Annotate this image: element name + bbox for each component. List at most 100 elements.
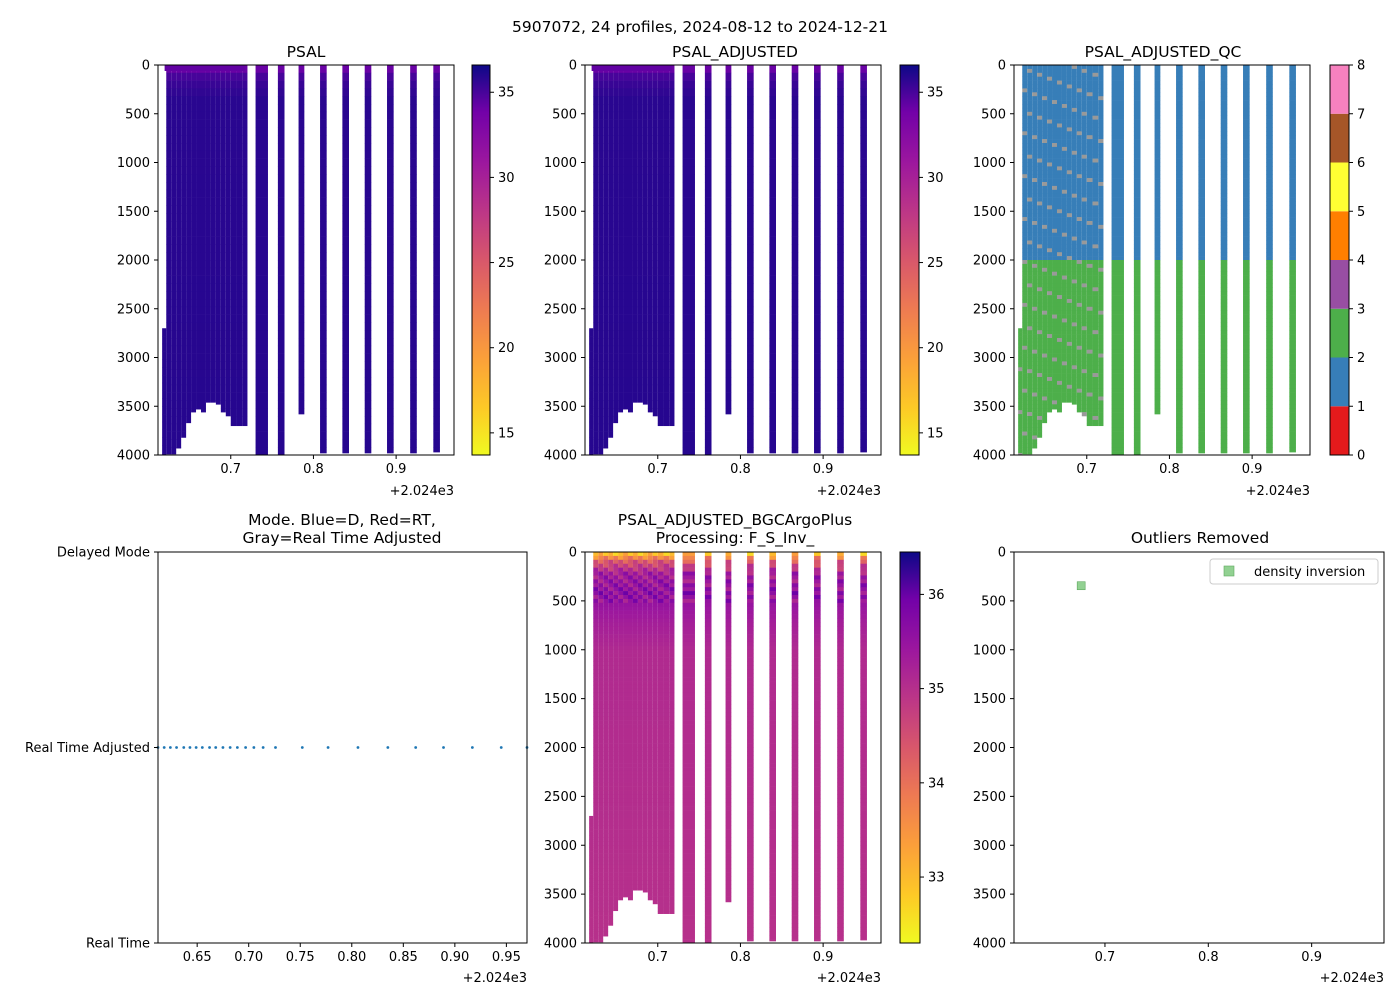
heatmap-cell: [1047, 185, 1053, 191]
heatmap-cell: [598, 236, 604, 245]
heatmap-cell: [1086, 88, 1093, 93]
heatmap-cell: [1056, 252, 1062, 257]
heatmap-cell: [242, 369, 248, 378]
heatmap-cell: [1081, 408, 1087, 413]
heatmap-cell: [593, 72, 599, 81]
heatmap-cell: [242, 174, 248, 183]
heatmap-cell: [593, 423, 599, 432]
heatmap-cell: [632, 150, 638, 159]
heatmap-cell: [704, 330, 712, 339]
heatmap-cell: [1154, 357, 1161, 362]
heatmap-cell: [1220, 228, 1228, 233]
heatmap-cell: [1289, 341, 1296, 347]
heatmap-cell: [1198, 388, 1205, 393]
colorbar-tick-label: 7: [1357, 107, 1365, 122]
heatmap-cell: [613, 221, 619, 230]
heatmap-cell: [1176, 96, 1183, 101]
heatmap-cell: [230, 80, 237, 89]
heatmap-cell: [1027, 408, 1033, 413]
heatmap-cell: [200, 166, 206, 175]
heatmap-cell: [200, 338, 206, 347]
heatmap-cell: [618, 119, 624, 128]
heatmap-cell: [1022, 380, 1028, 386]
heatmap-cell: [1076, 353, 1082, 358]
heatmap-cell: [657, 353, 664, 362]
heatmap-cell: [860, 408, 867, 417]
heatmap-cell: [166, 252, 172, 261]
heatmap-cell: [1220, 283, 1228, 288]
heatmap-cell: [814, 143, 821, 152]
heatmap-cell: [225, 236, 231, 245]
heatmap-cell: [387, 236, 394, 245]
heatmap-cell: [1111, 271, 1124, 276]
heatmap-cell: [196, 127, 201, 136]
heatmap-cell: [632, 80, 638, 89]
heatmap-cell: [1176, 400, 1183, 405]
heatmap-cell: [647, 205, 653, 214]
heatmap-cell: [364, 72, 372, 81]
heatmap-cell: [205, 174, 211, 183]
heatmap-cell: [663, 423, 670, 427]
heatmap-cell: [652, 314, 658, 323]
heatmap-cell: [1032, 404, 1038, 409]
heatmap-cell: [200, 158, 206, 167]
heatmap-cell: [410, 338, 417, 347]
heatmap-cell: [1081, 369, 1087, 374]
heatmap-cell: [1289, 408, 1296, 413]
heatmap-cell: [1081, 217, 1087, 222]
heatmap-cell: [613, 236, 619, 245]
heatmap-cell: [1092, 228, 1099, 233]
colorbar-frame: [899, 64, 920, 456]
heatmap-cell: [196, 314, 201, 323]
heatmap-cell: [1266, 189, 1273, 194]
heatmap-cell: [210, 260, 216, 269]
heatmap-cell: [1061, 388, 1067, 393]
heatmap-cell: [1133, 205, 1141, 210]
heatmap-cell: [215, 72, 221, 81]
heatmap-cell: [191, 392, 197, 401]
heatmap-cell: [647, 111, 653, 120]
heatmap-cell: [1092, 384, 1099, 389]
heatmap-cell: [814, 174, 821, 183]
heatmap-cell: [1061, 150, 1067, 155]
heatmap-cell: [186, 314, 192, 323]
heatmap-cell: [627, 384, 633, 393]
heatmap-cell: [186, 166, 192, 175]
heatmap-cell: [196, 228, 201, 237]
heatmap-cell: [255, 150, 268, 159]
heatmap-cell: [1098, 193, 1104, 198]
heatmap-cell: [1066, 170, 1072, 175]
heatmap-cell: [181, 283, 187, 292]
heatmap-cell: [1066, 182, 1072, 187]
heatmap-cell: [1098, 123, 1104, 128]
heatmap-cell: [1047, 400, 1053, 405]
heatmap-cell: [1081, 127, 1087, 132]
heatmap-cell: [1066, 400, 1072, 403]
heatmap-cell: [236, 267, 243, 276]
heatmap-cell: [387, 330, 394, 339]
heatmap-cell: [1111, 193, 1124, 198]
heatmap-cell: [1066, 365, 1072, 370]
heatmap-cell: [1098, 92, 1104, 97]
heatmap-cell: [181, 205, 187, 214]
heatmap-cell: [236, 158, 243, 167]
heatmap-cell: [1098, 154, 1104, 159]
heatmap-cell: [1022, 314, 1028, 319]
heatmap-cell: [1176, 357, 1183, 362]
mode-point: [499, 746, 503, 749]
heatmap-cell: [186, 392, 192, 401]
heatmap-cell: [225, 291, 231, 300]
heatmap-marks: [162, 65, 440, 456]
heatmap-cell: [215, 205, 221, 214]
heatmap-cell: [1176, 240, 1183, 245]
heatmap-cell: [663, 306, 670, 315]
heatmap-cell: [623, 213, 628, 222]
heatmap-cell: [342, 400, 349, 409]
heatmap-cell: [1027, 326, 1033, 331]
heatmap-cell: [1243, 131, 1250, 136]
heatmap-cell: [1018, 453, 1023, 456]
heatmap-cell: [1154, 170, 1161, 175]
heatmap-cell: [608, 322, 614, 331]
heatmap-cell: [215, 104, 221, 113]
heatmap-cell: [603, 314, 609, 323]
